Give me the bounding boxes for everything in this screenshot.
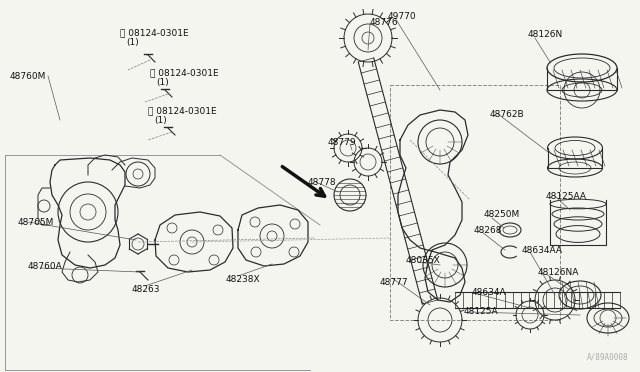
- Text: 48760M: 48760M: [10, 72, 46, 81]
- Text: 48778: 48778: [308, 178, 337, 187]
- Text: 48250M: 48250M: [484, 210, 520, 219]
- Text: 48634A: 48634A: [472, 288, 507, 297]
- Text: A/89A0008: A/89A0008: [586, 353, 628, 362]
- Text: 48035X: 48035X: [406, 256, 441, 265]
- Text: Ⓑ 08124-0301E: Ⓑ 08124-0301E: [148, 106, 216, 115]
- Text: 48126N: 48126N: [528, 30, 563, 39]
- Text: 48779: 48779: [328, 138, 356, 147]
- Text: Ⓑ 08124-0301E: Ⓑ 08124-0301E: [150, 68, 219, 77]
- Text: 48777: 48777: [380, 278, 408, 287]
- Text: 49770: 49770: [388, 12, 417, 21]
- Text: 48776: 48776: [370, 18, 399, 27]
- Text: (1): (1): [126, 38, 139, 47]
- Text: 48268: 48268: [474, 226, 502, 235]
- Bar: [390, 85, 560, 320]
- Text: 48263: 48263: [132, 285, 161, 294]
- Text: 48765M: 48765M: [18, 218, 54, 227]
- Text: 48125A: 48125A: [464, 307, 499, 316]
- Text: (1): (1): [154, 116, 167, 125]
- Text: 48760A: 48760A: [28, 262, 63, 271]
- Text: Ⓑ 08124-0301E: Ⓑ 08124-0301E: [120, 28, 189, 37]
- Text: (1): (1): [156, 78, 169, 87]
- Text: 48238X: 48238X: [226, 275, 260, 284]
- Text: 48634AA: 48634AA: [522, 246, 563, 255]
- Text: 48126NA: 48126NA: [538, 268, 579, 277]
- Text: 48125AA: 48125AA: [546, 192, 587, 201]
- Text: 48762B: 48762B: [490, 110, 525, 119]
